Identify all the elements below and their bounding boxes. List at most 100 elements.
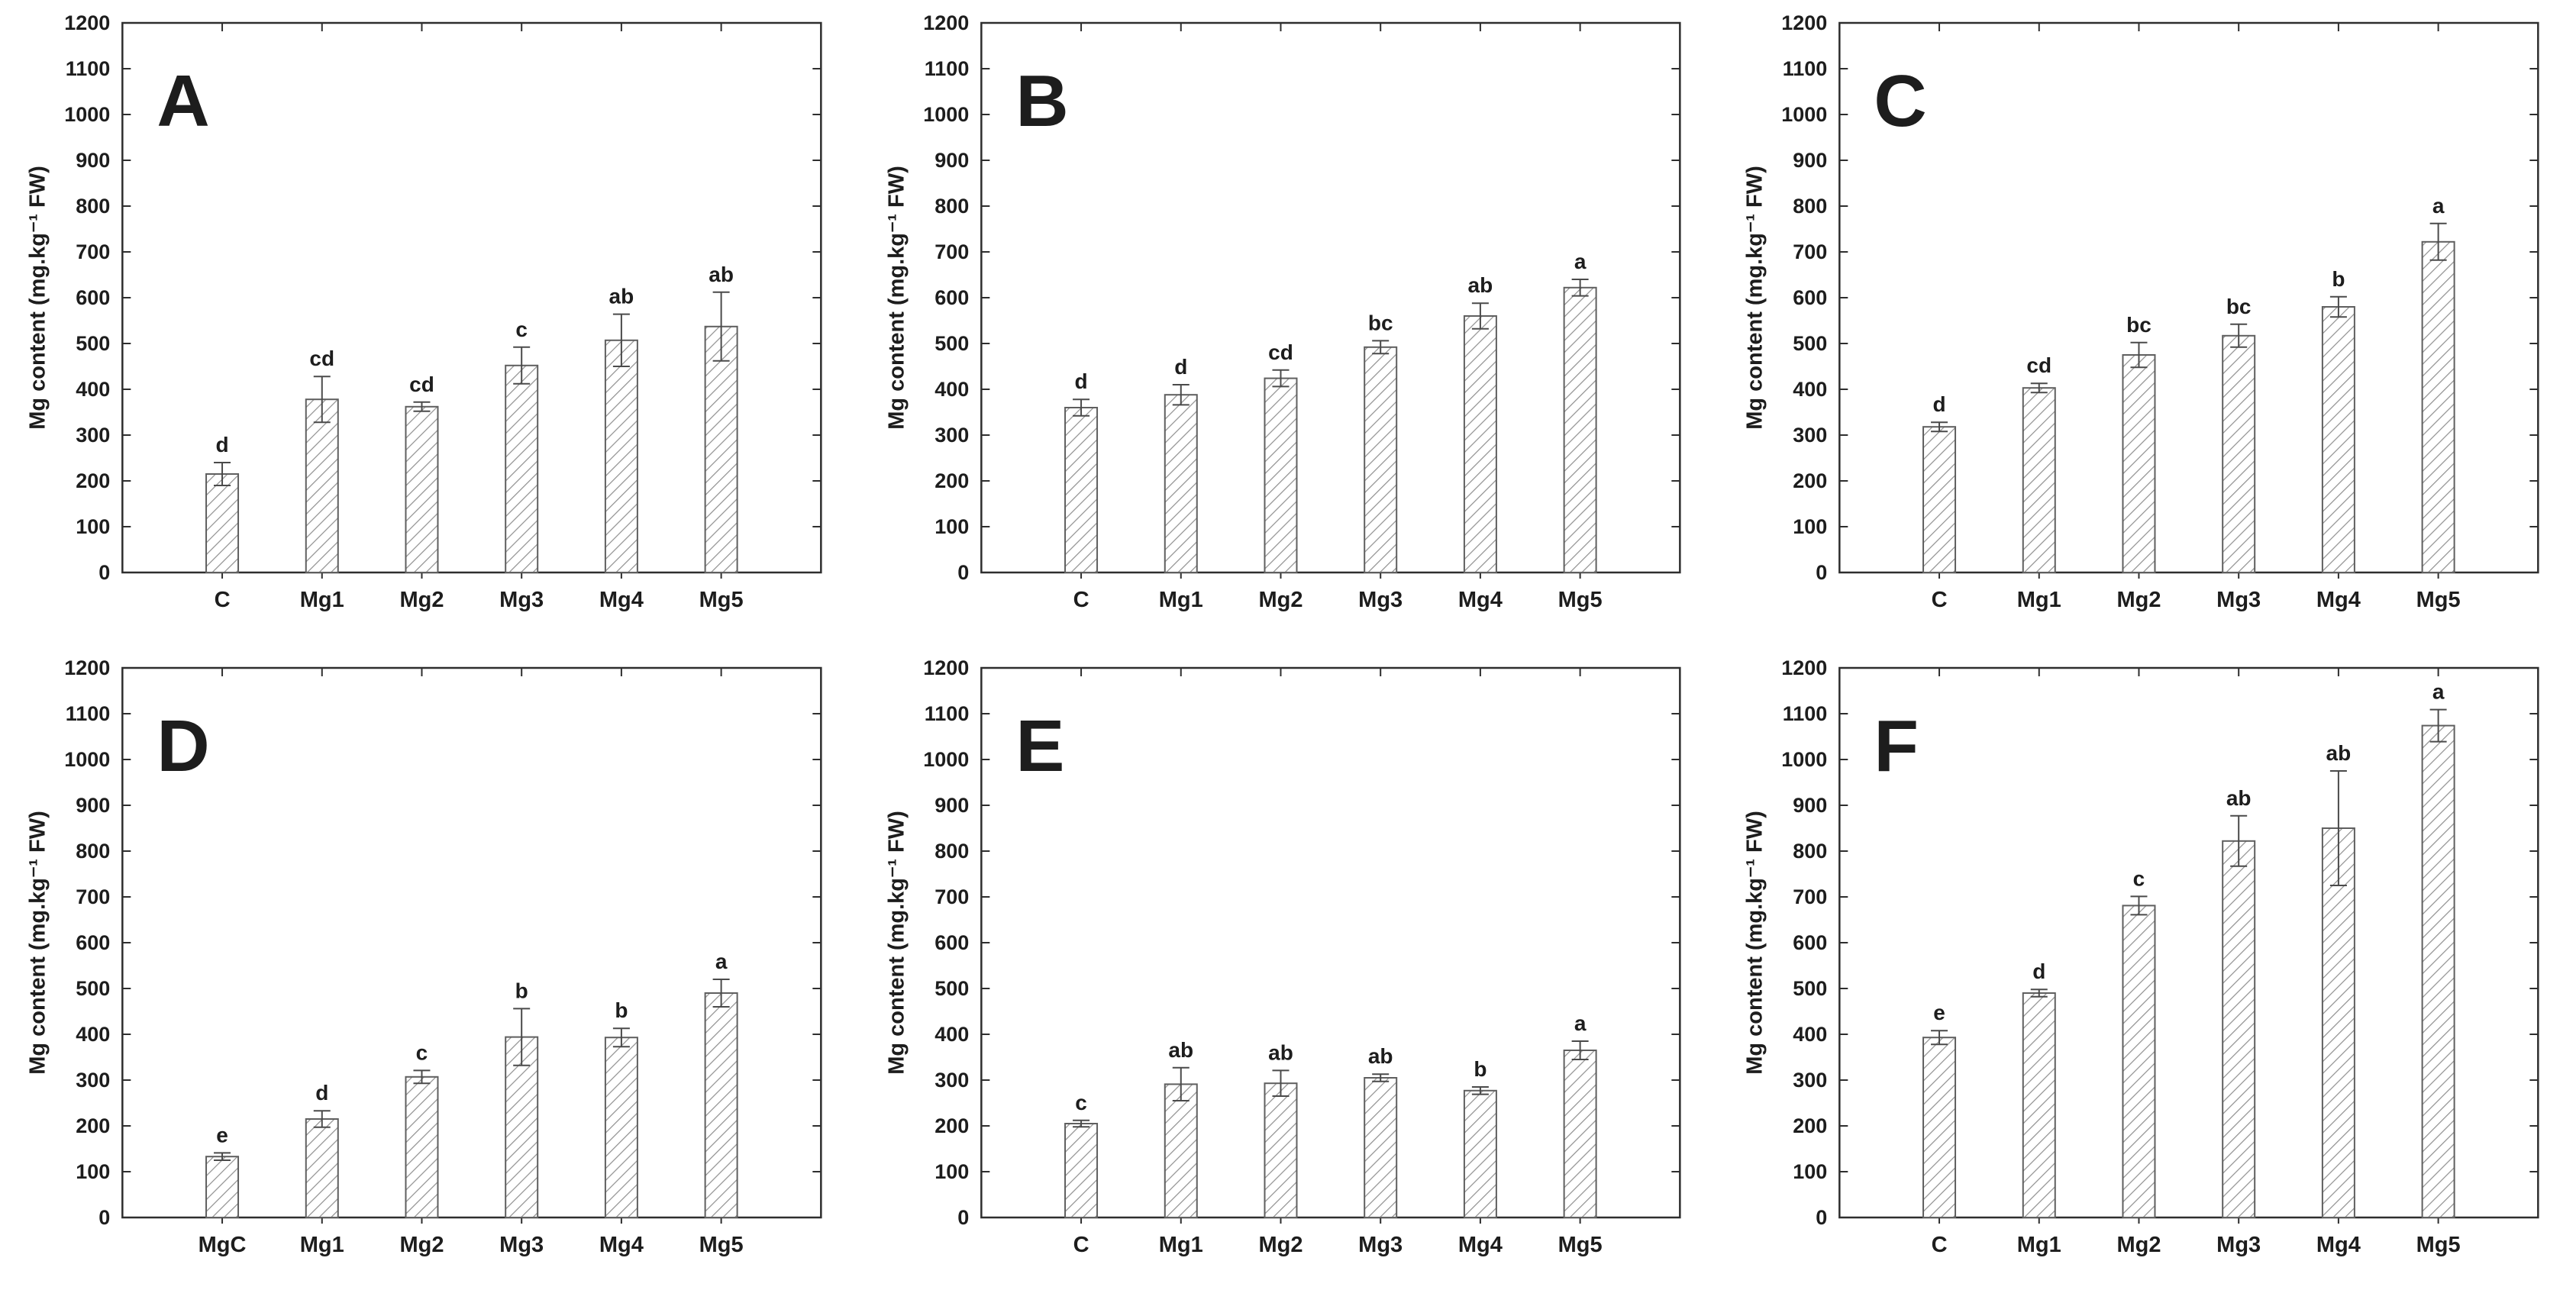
significance-letter: bc [2226, 295, 2252, 318]
bar [2122, 905, 2156, 1218]
bar [205, 1156, 240, 1219]
bar [1563, 1050, 1597, 1218]
x-tick-label: C [215, 588, 231, 612]
x-tick-label: Mg3 [499, 1233, 544, 1257]
significance-letter: d [215, 433, 228, 456]
y-tick-label: 0 [98, 561, 110, 584]
y-tick-label: 1200 [64, 11, 110, 34]
significance-letter: c [515, 318, 528, 341]
bar [305, 398, 339, 574]
y-tick-label: 400 [1793, 1023, 1828, 1046]
bar [2022, 992, 2057, 1218]
bar [1164, 1083, 1198, 1219]
bar [2022, 387, 2057, 574]
x-tick-label: Mg5 [1558, 1233, 1602, 1257]
y-tick-label: 400 [935, 378, 969, 401]
y-tick-label: 500 [1793, 977, 1828, 1000]
y-tick-label: 1200 [923, 656, 969, 679]
x-tick-label: Mg2 [399, 588, 444, 612]
y-tick-label: 100 [935, 1160, 969, 1183]
bar [1264, 1082, 1298, 1219]
y-tick-label: 800 [935, 195, 969, 218]
x-tick-label: Mg4 [1458, 1233, 1503, 1257]
y-axis-label: Mg content (mg.kg⁻¹ FW) [25, 811, 50, 1075]
y-axis-label: Mg content (mg.kg⁻¹ FW) [884, 811, 909, 1075]
y-tick-label: 400 [1793, 378, 1828, 401]
significance-letter: cd [309, 347, 334, 370]
bar [405, 405, 439, 573]
y-tick-label: 200 [935, 1114, 969, 1137]
panel-letter: A [157, 60, 209, 142]
y-tick-label: 0 [957, 561, 969, 584]
panel-e: 0 100 200 300 400 500 600 700 800 900 1000 1100 1200… [859, 645, 1718, 1290]
chart-panel-c: 0 100 200 300 400 500 600 700 800 900 1000 1100 1200… [1743, 11, 2539, 612]
y-axis-label: Mg content (mg.kg⁻¹ FW) [1743, 166, 1767, 430]
significance-letter: a [1574, 250, 1586, 273]
bar [1463, 315, 1497, 573]
panel-c: 0 100 200 300 400 500 600 700 800 900 1000 1100 1200… [1717, 0, 2576, 645]
y-tick-label: 300 [76, 1069, 110, 1092]
x-tick-label: C [1932, 588, 1948, 612]
bar [1922, 1037, 1957, 1219]
significance-letter: a [2432, 680, 2445, 704]
x-tick-label: Mg3 [1358, 1233, 1403, 1257]
significance-letter: b [515, 979, 528, 1002]
y-tick-label: 1000 [923, 748, 969, 771]
bar [305, 1118, 339, 1218]
panel-letter: E [1015, 705, 1064, 787]
y-axis-label: Mg content (mg.kg⁻¹ FW) [884, 166, 909, 430]
bar [2222, 840, 2256, 1218]
bar [704, 992, 738, 1218]
x-tick-label: Mg3 [2217, 588, 2261, 612]
significance-letter: a [715, 950, 728, 973]
y-tick-label: 600 [76, 931, 110, 954]
x-tick-label: Mg5 [2416, 1233, 2461, 1257]
x-tick-label: Mg1 [300, 588, 344, 612]
x-tick-label: Mg5 [1558, 588, 1602, 612]
x-tick-label: Mg2 [1258, 1233, 1303, 1257]
y-tick-label: 600 [76, 286, 110, 309]
y-tick-label: 0 [98, 1206, 110, 1229]
y-tick-label: 600 [935, 931, 969, 954]
bar [2421, 240, 2455, 573]
y-tick-label: 1200 [1782, 11, 1828, 34]
y-axis-label: Mg content (mg.kg⁻¹ FW) [25, 166, 50, 430]
y-tick-label: 400 [76, 378, 110, 401]
bar [2421, 724, 2455, 1219]
x-tick-label: C [1073, 1233, 1089, 1257]
bar [604, 1037, 638, 1219]
significance-letter: bc [2126, 313, 2152, 337]
y-tick-label: 700 [935, 885, 969, 908]
bar [1164, 394, 1198, 574]
bar [1922, 426, 1957, 574]
x-tick-label: C [1932, 1233, 1948, 1257]
y-tick-label: 200 [1793, 1114, 1828, 1137]
x-tick-label: Mg3 [499, 588, 544, 612]
significance-letter: ab [1467, 273, 1493, 297]
y-tick-label: 900 [935, 794, 969, 817]
significance-letter: d [315, 1081, 328, 1105]
x-tick-label: Mg2 [2117, 1233, 2161, 1257]
x-tick-label: C [1073, 588, 1089, 612]
x-tick-label: Mg1 [300, 1233, 344, 1257]
panel-letter: B [1015, 60, 1068, 142]
y-tick-label: 100 [1793, 515, 1828, 538]
y-tick-label: 400 [76, 1023, 110, 1046]
bar [1463, 1089, 1497, 1218]
y-tick-label: 500 [76, 332, 110, 355]
y-tick-label: 100 [935, 515, 969, 538]
y-tick-label: 700 [935, 240, 969, 263]
y-tick-label: 1200 [923, 11, 969, 34]
y-tick-label: 1100 [66, 57, 111, 80]
y-tick-label: 1100 [1783, 57, 1828, 80]
x-tick-label: Mg5 [2416, 588, 2461, 612]
chart-panel-e: 0 100 200 300 400 500 600 700 800 900 1000 1100 1200… [884, 656, 1681, 1257]
chart-panel-f: 0 100 200 300 400 500 600 700 800 900 1000 1100 1200… [1743, 656, 2539, 1257]
bar [505, 1036, 539, 1218]
y-tick-label: 1100 [66, 702, 111, 725]
y-tick-label: 800 [935, 840, 969, 863]
y-tick-label: 600 [935, 286, 969, 309]
x-tick-label: Mg2 [399, 1233, 444, 1257]
y-tick-label: 0 [1816, 1206, 1828, 1229]
y-axis-label: Mg content (mg.kg⁻¹ FW) [1743, 811, 1767, 1075]
